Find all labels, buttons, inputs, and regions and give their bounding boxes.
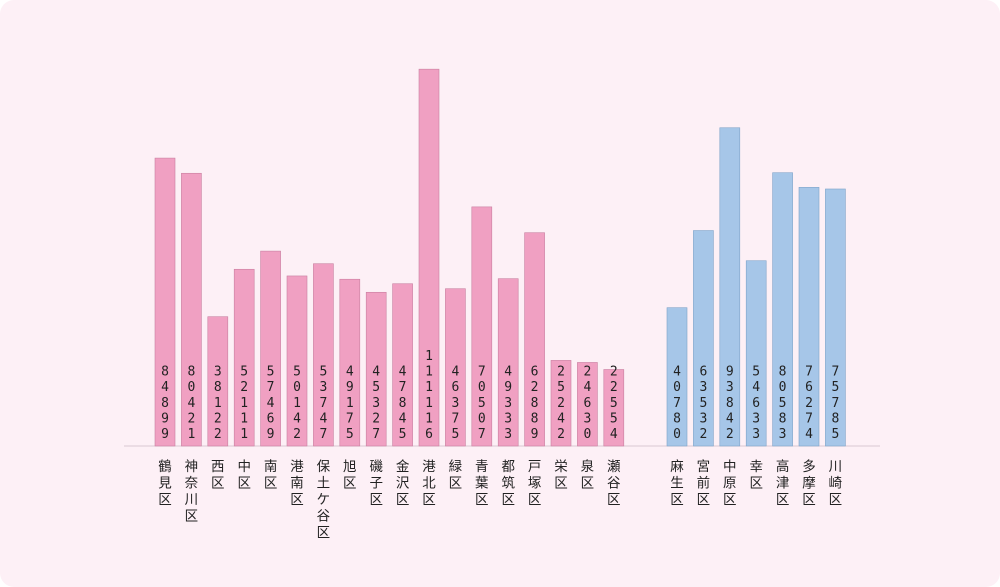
bar-港北区 [418, 68, 440, 447]
category-label: 都筑区 [501, 459, 515, 508]
category-label: 保土ケ谷区 [317, 459, 331, 541]
bar-旭区 [339, 278, 361, 447]
bar-栄区 [550, 360, 572, 447]
category-label: 泉区 [581, 458, 595, 492]
bar-中区 [233, 268, 255, 447]
category-label: 金沢区 [396, 459, 410, 508]
category-label: 宮前区 [697, 459, 711, 508]
bar-麻生区 [666, 307, 688, 447]
category-label: 戸塚区 [528, 459, 542, 508]
bars-layer [154, 68, 846, 447]
labels-layer: 8 4 8 9 9 鶴見区 8 0 4 2 1 神奈川区 3 8 1 2 2 西区 5 2 1 1 1 中区 5 7 4 6 9 南区 5 0… [158, 349, 842, 541]
bar-神奈川区 [181, 172, 202, 447]
category-label: 港北区 [422, 459, 436, 508]
category-label: 磯子区 [369, 459, 383, 508]
bar-都筑区 [497, 278, 519, 447]
bar-港南区 [286, 275, 308, 447]
bar-中原区 [719, 127, 741, 447]
bar-幸区 [745, 260, 767, 447]
category-label: 港南区 [290, 459, 304, 508]
category-label: 川崎区 [829, 459, 843, 508]
category-label: 栄区 [554, 459, 568, 492]
bar-南区 [260, 250, 281, 447]
category-label: 多摩区 [802, 458, 816, 508]
bar-高津区 [772, 172, 793, 447]
category-label: 緑区 [449, 459, 463, 492]
bar-戸塚区 [524, 232, 545, 447]
bar-青葉区 [471, 206, 493, 447]
category-label: 幸区 [749, 459, 763, 492]
category-label: 高津区 [776, 458, 790, 508]
bar-川崎区 [825, 188, 846, 447]
category-label: 南区 [264, 459, 278, 492]
bar-保土ケ谷区 [313, 263, 334, 447]
category-label: 西区 [211, 459, 225, 492]
bar-泉区 [577, 362, 598, 447]
category-label: 青葉区 [475, 459, 489, 508]
category-label: 神奈川区 [185, 459, 199, 525]
bar-西区 [207, 316, 229, 447]
bar-多摩区 [798, 187, 820, 447]
category-label: 麻生区 [670, 459, 684, 508]
category-label: 鶴見区 [158, 458, 172, 508]
category-label: 中原区 [723, 459, 737, 508]
category-label: 瀬谷区 [607, 459, 621, 508]
category-label: 中区 [237, 459, 251, 492]
bar-瀬谷区 [603, 369, 625, 447]
bar-鶴見区 [154, 157, 176, 447]
bar-磯子区 [365, 291, 387, 447]
bar-宮前区 [693, 230, 714, 447]
bar-金沢区 [392, 283, 413, 447]
bar-緑区 [445, 288, 466, 447]
category-label: 旭区 [343, 459, 357, 492]
